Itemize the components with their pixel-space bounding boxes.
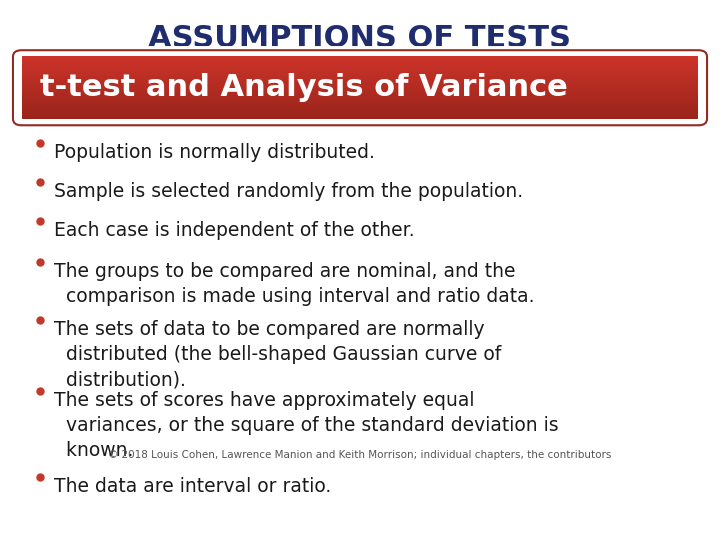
Text: Each case is independent of the other.: Each case is independent of the other. bbox=[54, 220, 415, 240]
Bar bbox=[22, 81, 698, 83]
Bar bbox=[22, 75, 698, 77]
Bar bbox=[22, 61, 698, 63]
Bar bbox=[22, 104, 698, 106]
Bar bbox=[22, 62, 698, 64]
Text: © 2018 Louis Cohen, Lawrence Manion and Keith Morrison; individual chapters, the: © 2018 Louis Cohen, Lawrence Manion and … bbox=[108, 450, 612, 461]
Text: The groups to be compared are nominal, and the
  comparison is made using interv: The groups to be compared are nominal, a… bbox=[54, 262, 534, 306]
Bar bbox=[22, 99, 698, 102]
Bar bbox=[22, 111, 698, 113]
Bar bbox=[22, 76, 698, 78]
Bar bbox=[22, 56, 698, 58]
Bar bbox=[22, 97, 698, 99]
Bar bbox=[22, 101, 698, 103]
Text: The sets of scores have approximately equal
  variances, or the square of the st: The sets of scores have approximately eq… bbox=[54, 391, 559, 460]
Bar bbox=[22, 109, 698, 111]
Bar bbox=[22, 64, 698, 66]
Bar bbox=[22, 93, 698, 96]
Bar bbox=[22, 106, 698, 108]
Bar bbox=[22, 86, 698, 87]
Bar bbox=[22, 65, 698, 68]
Bar bbox=[22, 95, 698, 97]
Bar bbox=[22, 103, 698, 105]
Text: The sets of data to be compared are normally
  distributed (the bell-shaped Gaus: The sets of data to be compared are norm… bbox=[54, 320, 501, 389]
Bar bbox=[22, 98, 698, 100]
Text: t-test and Analysis of Variance: t-test and Analysis of Variance bbox=[40, 73, 567, 102]
Bar bbox=[22, 79, 698, 82]
Bar bbox=[22, 73, 698, 75]
Bar bbox=[22, 70, 698, 72]
Bar bbox=[22, 78, 698, 80]
Bar bbox=[22, 89, 698, 91]
Bar bbox=[22, 59, 698, 62]
Text: ASSUMPTIONS OF TESTS: ASSUMPTIONS OF TESTS bbox=[148, 24, 572, 53]
Bar bbox=[22, 92, 698, 94]
Bar bbox=[22, 58, 698, 60]
Bar bbox=[22, 90, 698, 92]
Bar bbox=[22, 84, 698, 86]
Bar bbox=[22, 113, 698, 116]
Bar bbox=[22, 69, 698, 71]
Text: Population is normally distributed.: Population is normally distributed. bbox=[54, 143, 375, 162]
Text: The data are interval or ratio.: The data are interval or ratio. bbox=[54, 477, 331, 496]
Text: Sample is selected randomly from the population.: Sample is selected randomly from the pop… bbox=[54, 181, 523, 201]
Bar bbox=[22, 67, 698, 69]
Bar bbox=[22, 107, 698, 110]
Bar bbox=[22, 87, 698, 89]
Bar bbox=[22, 83, 698, 85]
Bar bbox=[22, 117, 698, 119]
Bar bbox=[22, 72, 698, 74]
Bar bbox=[22, 112, 698, 114]
Bar bbox=[22, 115, 698, 117]
